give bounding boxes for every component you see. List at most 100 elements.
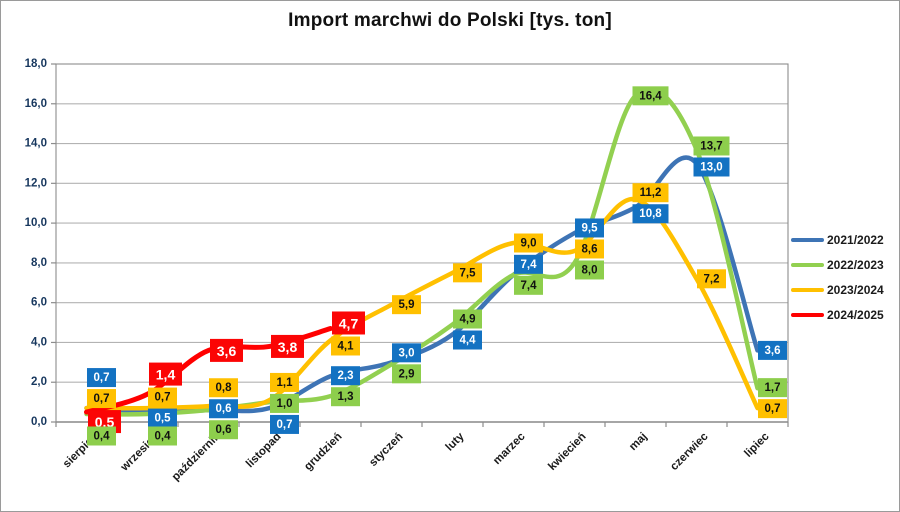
y-axis-label: 10,0 <box>25 217 47 229</box>
data-label-box <box>632 86 669 106</box>
x-axis-label: marzec <box>491 430 528 467</box>
data-label: 0,6 <box>216 424 232 436</box>
data-label-box <box>575 239 604 259</box>
data-label-box <box>693 136 730 156</box>
data-label: 8,0 <box>582 264 598 276</box>
data-label-box <box>632 204 669 224</box>
data-label: 7,5 <box>460 267 477 279</box>
x-axis-label: grudzień <box>302 431 344 473</box>
data-label-box <box>270 393 299 413</box>
y-axis-label: 16,0 <box>25 98 47 110</box>
data-label: 0,8 <box>216 382 233 394</box>
data-label: 3,6 <box>217 343 237 359</box>
data-label-box <box>332 311 365 335</box>
data-label: 0,4 <box>94 431 111 443</box>
data-label: 7,4 <box>521 280 538 292</box>
y-axis-label: 8,0 <box>31 257 47 269</box>
data-label: 0,7 <box>155 392 171 404</box>
data-label: 0,7 <box>94 393 110 405</box>
legend-item-2021-2022: 2021/2022 <box>791 230 897 249</box>
data-label: 13,7 <box>700 140 722 152</box>
legend-label: 2024/2025 <box>827 307 884 322</box>
y-axis-label: 0,0 <box>31 416 47 428</box>
chart-legend: 2021/2022 2022/2023 2023/2024 2024/2025 <box>791 230 897 324</box>
data-label: 8,6 <box>582 243 598 255</box>
legend-item-2023-2024: 2023/2024 <box>791 280 897 299</box>
y-axis-label: 2,0 <box>31 376 47 388</box>
legend-label: 2021/2022 <box>827 232 884 247</box>
data-label: 0,7 <box>277 419 293 431</box>
data-label: 1,1 <box>277 377 294 389</box>
data-label-box <box>453 263 482 283</box>
data-label: 7,2 <box>704 273 720 285</box>
data-label-box <box>392 343 421 363</box>
data-label-box <box>271 334 304 358</box>
data-label: 1,3 <box>338 391 354 403</box>
data-label: 13,0 <box>700 161 722 173</box>
data-label-box <box>331 366 360 386</box>
y-axis-label: 6,0 <box>31 297 47 309</box>
data-label-box <box>270 372 299 392</box>
x-axis-label: kwiecień <box>546 431 588 473</box>
series-line-2023-2024 <box>84 196 760 411</box>
data-label-box <box>87 426 116 446</box>
data-label-box <box>149 362 182 386</box>
data-label: 0,7 <box>94 372 110 384</box>
legend-swatch-icon <box>791 237 824 242</box>
data-label-box <box>575 218 604 238</box>
legend-swatch-icon <box>791 262 824 267</box>
data-label-box <box>758 378 787 398</box>
data-label-box <box>514 254 543 274</box>
data-label: 2,9 <box>399 368 415 380</box>
data-label-box <box>87 389 116 409</box>
data-label: 0,5 <box>155 413 172 425</box>
y-axis-label: 18,0 <box>25 58 47 70</box>
data-label-box <box>209 420 238 440</box>
data-label-box <box>632 183 669 203</box>
data-label: 4,1 <box>338 340 355 352</box>
data-label-box <box>148 408 177 428</box>
data-label: 9,5 <box>582 222 599 234</box>
legend-item-2022-2023: 2022/2023 <box>791 255 897 274</box>
x-axis-label: styczeń <box>367 431 405 469</box>
data-label-box <box>514 275 543 295</box>
data-label-box <box>210 338 243 362</box>
legend-swatch-icon <box>791 312 824 317</box>
data-label-box <box>209 399 238 419</box>
data-label-box <box>758 399 787 419</box>
data-label-box <box>392 364 421 384</box>
chart-title: Import marchwi do Polski [tys. ton] <box>288 10 612 31</box>
data-label: 5,9 <box>399 299 415 311</box>
data-label: 1,0 <box>277 398 293 410</box>
data-label-box <box>758 340 787 360</box>
data-label-box <box>331 336 360 356</box>
data-label-box <box>148 426 177 446</box>
data-label: 10,8 <box>639 208 662 220</box>
x-axis-label: lipiec <box>742 430 772 460</box>
data-label-box <box>453 330 482 350</box>
data-label: 1,4 <box>156 367 176 383</box>
data-label-box <box>148 387 177 407</box>
x-axis-label: czerwiec <box>668 430 711 473</box>
data-label-box <box>697 269 726 289</box>
data-label-box <box>392 295 421 315</box>
data-label: 0,7 <box>765 403 781 415</box>
data-label-box <box>514 233 543 253</box>
data-label: 1,7 <box>765 382 781 394</box>
data-label: 3,0 <box>399 347 415 359</box>
data-label: 0,6 <box>216 403 232 415</box>
data-label: 4,9 <box>460 314 476 326</box>
x-axis-label: luty <box>444 430 467 453</box>
data-label: 9,0 <box>521 238 537 250</box>
data-label: 4,4 <box>460 335 477 347</box>
data-label-box <box>453 309 482 329</box>
legend-label: 2022/2023 <box>827 257 884 272</box>
x-axis-label: listopad <box>244 431 284 471</box>
data-label-box <box>331 387 360 407</box>
data-label: 2,3 <box>338 370 354 382</box>
data-label: 4,7 <box>339 315 359 331</box>
legend-label: 2023/2024 <box>827 282 884 297</box>
data-label: 11,2 <box>640 187 662 199</box>
